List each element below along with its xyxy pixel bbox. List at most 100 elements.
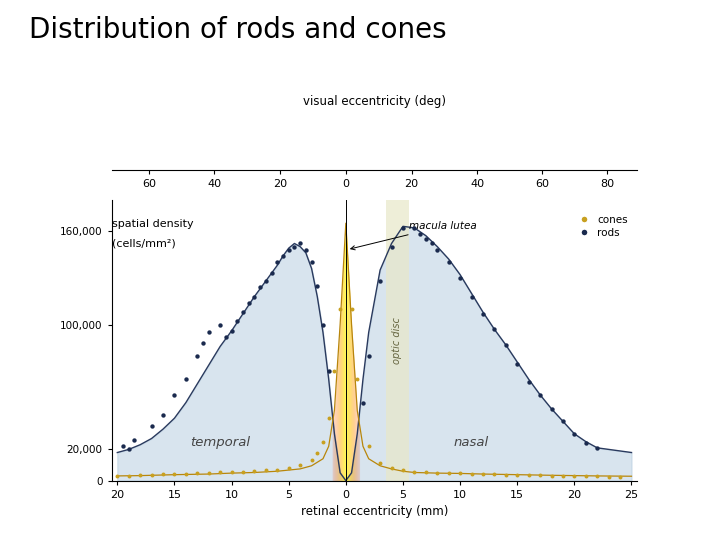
Point: [346, 305, 357, 313]
Point: [271, 465, 283, 474]
Point: [294, 239, 306, 248]
Point: [569, 429, 580, 438]
Point: [374, 459, 386, 468]
Point: [409, 224, 420, 232]
Point: [569, 472, 580, 481]
Point: [500, 470, 511, 479]
Point: [180, 469, 192, 478]
Point: [312, 281, 323, 290]
Point: [157, 411, 168, 420]
Point: [318, 437, 329, 446]
Point: [431, 245, 443, 254]
Point: [534, 390, 546, 399]
Point: [603, 472, 614, 481]
Point: [409, 468, 420, 476]
Point: [254, 283, 266, 292]
Point: [243, 299, 254, 307]
Point: [323, 414, 335, 422]
Point: [477, 309, 489, 318]
Point: [386, 464, 397, 472]
Point: [454, 469, 466, 478]
Point: [523, 471, 534, 480]
Point: [397, 466, 409, 475]
Point: [237, 468, 248, 476]
Point: [294, 461, 306, 469]
Point: [248, 467, 260, 476]
Point: [454, 273, 466, 282]
Text: visual eccentricity (deg): visual eccentricity (deg): [303, 95, 446, 108]
Point: [289, 242, 300, 251]
Point: [614, 472, 626, 481]
Point: [146, 470, 158, 479]
Point: [203, 328, 215, 337]
Point: [477, 470, 489, 478]
Point: [146, 422, 158, 430]
Point: [260, 276, 271, 285]
Point: [420, 468, 431, 477]
Legend: cones, rods: cones, rods: [569, 211, 632, 242]
Point: [580, 439, 592, 448]
Point: [374, 276, 386, 285]
Point: [283, 464, 294, 472]
Point: [466, 292, 477, 301]
Point: [248, 292, 260, 301]
Point: [226, 468, 238, 476]
Point: [129, 436, 140, 444]
Point: [334, 305, 346, 313]
Point: [386, 242, 397, 251]
Text: optic disc: optic disc: [392, 317, 402, 363]
Point: [300, 245, 312, 254]
Point: [277, 252, 289, 260]
Point: [357, 399, 369, 407]
Text: temporal: temporal: [190, 436, 250, 449]
Point: [363, 442, 374, 450]
Point: [192, 352, 203, 360]
Point: [363, 352, 374, 360]
Point: [117, 442, 129, 450]
Point: [557, 417, 569, 426]
Point: [197, 339, 209, 348]
Point: [523, 378, 534, 387]
Text: spatial density: spatial density: [112, 219, 193, 228]
Point: [306, 258, 318, 267]
Point: [283, 245, 294, 254]
Point: [215, 320, 226, 329]
Text: Distribution of rods and cones: Distribution of rods and cones: [29, 16, 446, 44]
Point: [135, 471, 146, 480]
Text: (cells/mm²): (cells/mm²): [112, 239, 176, 249]
Point: [591, 443, 603, 452]
Point: [318, 320, 329, 329]
Point: [168, 470, 180, 478]
Point: [431, 469, 443, 477]
Text: nasal: nasal: [454, 436, 489, 449]
X-axis label: retinal eccentricity (mm): retinal eccentricity (mm): [301, 505, 448, 518]
Point: [580, 472, 592, 481]
Point: [192, 469, 203, 477]
Point: [232, 317, 243, 326]
Point: [323, 367, 335, 376]
Point: [203, 469, 215, 477]
Point: [226, 327, 238, 335]
Point: [511, 359, 523, 368]
Point: [306, 456, 318, 464]
Bar: [386, 200, 409, 481]
Point: [426, 239, 437, 248]
Point: [443, 258, 454, 267]
Point: [591, 472, 603, 481]
Point: [220, 333, 232, 341]
Point: [123, 445, 135, 454]
Point: [328, 367, 340, 376]
Point: [546, 471, 557, 480]
Point: [420, 234, 431, 243]
Point: [351, 375, 363, 383]
Point: [260, 466, 271, 475]
Point: [271, 258, 283, 267]
Point: [180, 375, 192, 383]
Point: [414, 230, 426, 239]
Point: [112, 471, 123, 480]
Point: [557, 471, 569, 480]
Point: [500, 341, 511, 349]
Point: [546, 404, 557, 413]
Point: [489, 470, 500, 478]
Point: [312, 448, 323, 457]
